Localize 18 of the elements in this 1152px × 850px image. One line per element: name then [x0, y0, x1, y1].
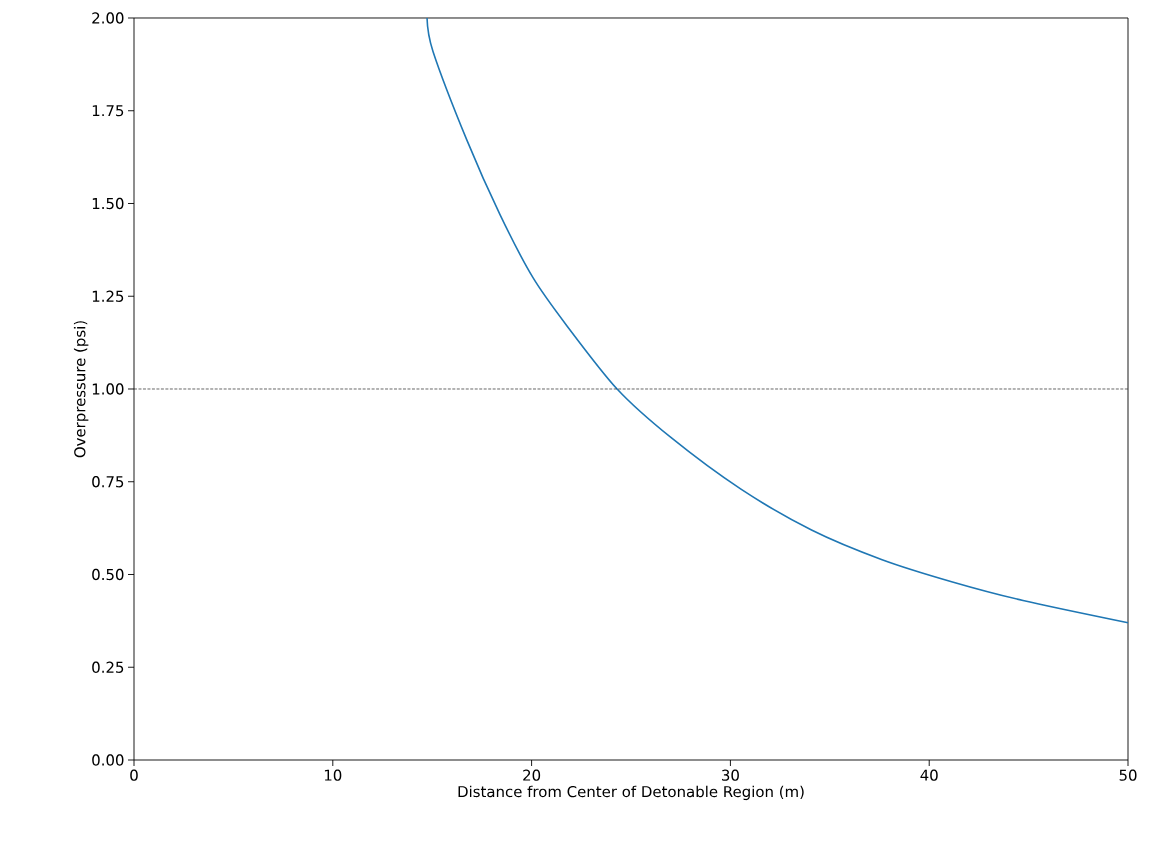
x-tick-label: 0: [130, 769, 138, 781]
y-tick-label: 1.25: [92, 290, 124, 302]
x-tick-label: 20: [523, 769, 541, 781]
y-tick-label: 0.25: [92, 661, 124, 673]
y-tick-label: 1.00: [92, 383, 124, 395]
y-axis-title: Overpressure (psi): [73, 321, 89, 458]
y-tick-label: 1.50: [92, 197, 124, 210]
x-tick-label: 30: [722, 769, 739, 781]
x-axis-title: Distance from Center of Detonable Region (m): [458, 785, 804, 801]
y-tick-label: 2.00: [92, 12, 124, 24]
x-tick-label: 40: [920, 769, 938, 781]
y-tick-label: 0.75: [92, 476, 124, 488]
x-tick-label: 10: [324, 769, 342, 781]
x-tick-label: 50: [1119, 769, 1137, 781]
y-tick-label: 0.00: [92, 754, 124, 766]
line-series: [426, 17, 1129, 624]
y-tick-label: 1.75: [92, 105, 124, 117]
y-tick-label: 0.50: [92, 568, 124, 581]
